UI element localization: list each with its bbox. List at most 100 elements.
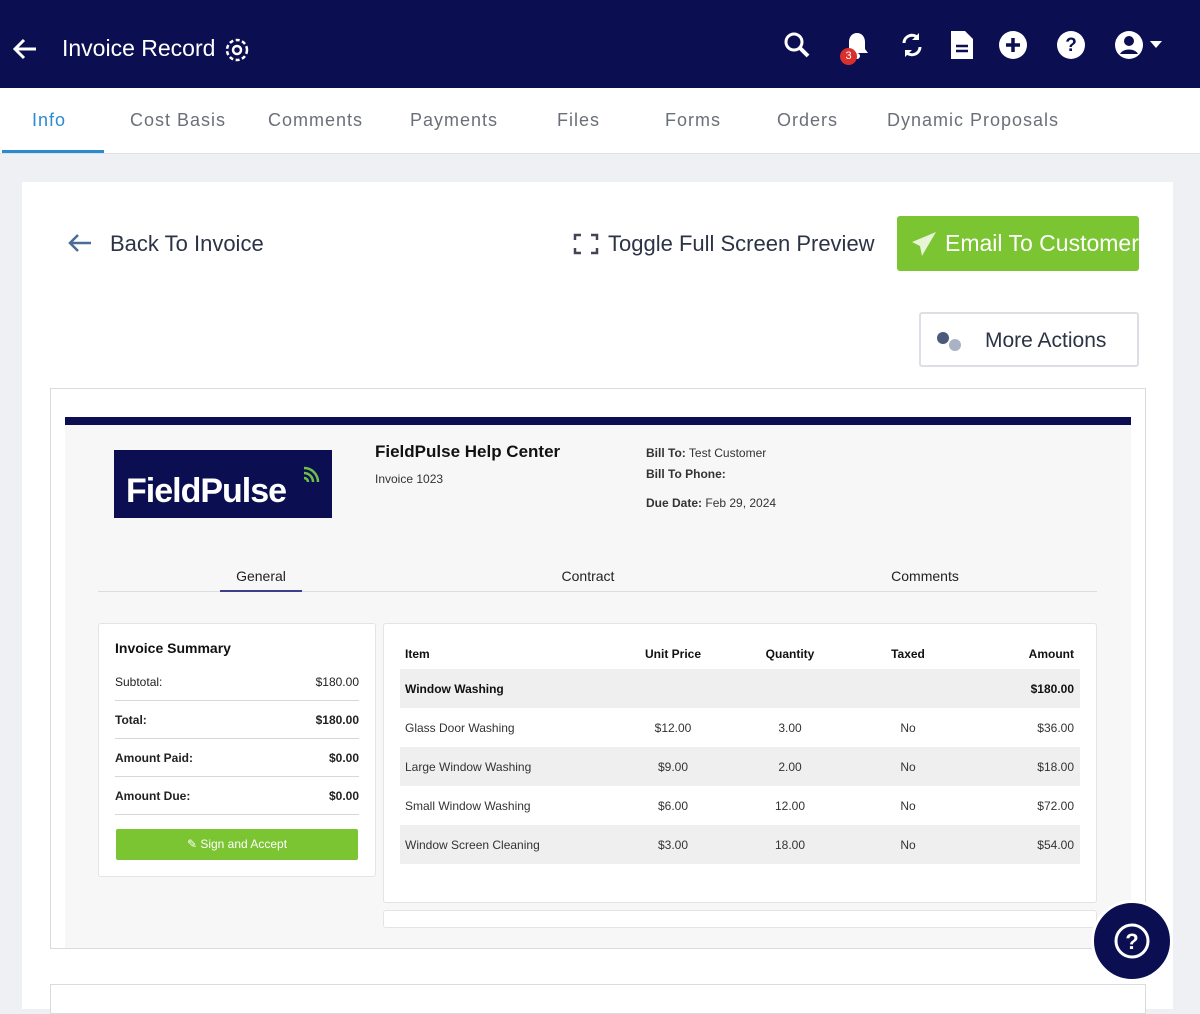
- group-amount: $180.00: [1030, 682, 1074, 696]
- user-menu[interactable]: [1114, 30, 1166, 60]
- search-icon[interactable]: [783, 31, 811, 59]
- tab[interactable]: Forms: [665, 110, 721, 130]
- table-cell: No: [900, 799, 916, 813]
- summary-divider: [115, 776, 359, 777]
- table-cell: $12.00: [654, 721, 692, 735]
- table-cell: 12.00: [774, 799, 806, 813]
- tab[interactable]: Orders: [777, 110, 839, 130]
- add-icon[interactable]: [998, 30, 1028, 60]
- table-row: [400, 786, 1080, 825]
- tab[interactable]: Comments: [268, 110, 364, 130]
- tab-bar: [0, 88, 1200, 154]
- bill-to: Test Customer: [688, 446, 767, 460]
- summary-title: Invoice Summary: [115, 640, 231, 656]
- table-cell: $6.00: [657, 799, 689, 813]
- footer-card: [383, 910, 1097, 928]
- more-actions-button[interactable]: More Actions: [919, 312, 1139, 367]
- summary-label: Subtotal:: [115, 675, 163, 689]
- column-header: Taxed: [891, 647, 925, 661]
- summary-divider: [115, 700, 359, 701]
- fullscreen-icon[interactable]: [573, 233, 599, 255]
- help-fab[interactable]: ?: [1091, 900, 1173, 982]
- back-arrow[interactable]: [12, 36, 38, 62]
- due-date: Feb 29, 2024: [705, 496, 777, 510]
- gears-icon: [937, 332, 961, 351]
- column-header: Item: [405, 647, 430, 661]
- table-cell: 18.00: [774, 838, 806, 852]
- summary-value: $0.00: [328, 789, 359, 803]
- table-cell: No: [900, 760, 916, 774]
- toggle-fullscreen[interactable]: Toggle Full Screen Preview: [608, 231, 875, 256]
- group-name: Window Washing: [405, 682, 504, 696]
- table-row: [400, 825, 1080, 864]
- table-cell: $72.00: [1037, 799, 1074, 813]
- column-header: Unit Price: [644, 647, 701, 661]
- document-icon[interactable]: [949, 29, 975, 61]
- settings-icon[interactable]: [223, 36, 251, 64]
- table-cell: $36.00: [1037, 721, 1074, 735]
- tab[interactable]: Cost Basis: [130, 110, 227, 130]
- items-card: Item Unit Price Quantity Taxed Amount Window …: [383, 623, 1097, 903]
- sync-icon[interactable]: [898, 30, 926, 60]
- table-cell: Small Window Washing: [405, 799, 531, 813]
- table-cell: $9.00: [657, 760, 689, 774]
- table-cell: $54.00: [1037, 838, 1074, 852]
- next-section: [50, 984, 1146, 1014]
- svg-text:?: ?: [1065, 35, 1077, 56]
- email-button[interactable]: Email To Customer: [897, 216, 1139, 271]
- subtab[interactable]: Contract: [561, 568, 615, 584]
- back-to-invoice[interactable]: Back To Invoice: [110, 231, 264, 256]
- summary-divider: [115, 738, 359, 739]
- summary-label: Amount Paid:: [115, 751, 193, 765]
- group-row: [400, 669, 1080, 708]
- logo-text: FieldPulse: [126, 472, 287, 510]
- logo-signal: [303, 466, 320, 483]
- subtab-indicator: [220, 590, 302, 592]
- tab[interactable]: Dynamic Proposals: [887, 110, 1060, 130]
- summary-card: Invoice Summary ✎ Sign and Accept Subtot…: [98, 623, 376, 877]
- column-header: Amount: [1028, 647, 1074, 661]
- more-actions-label: More Actions: [985, 329, 1107, 352]
- summary-value: $0.00: [328, 751, 359, 765]
- subtab[interactable]: General: [236, 568, 286, 584]
- table-row: [400, 747, 1080, 786]
- help-icon[interactable]: ?: [1056, 30, 1086, 60]
- svg-text:?: ?: [1125, 929, 1138, 954]
- back-icon[interactable]: [67, 232, 93, 254]
- active-tab-indicator: [2, 150, 104, 153]
- tab[interactable]: Payments: [410, 110, 499, 130]
- table-cell: $3.00: [657, 838, 689, 852]
- tab[interactable]: Info: [32, 110, 67, 130]
- page-title: Invoice Record: [62, 35, 216, 61]
- sign-button-label: Sign and Accept: [200, 837, 288, 851]
- table-cell: Glass Door Washing: [405, 721, 515, 735]
- table-cell: 3.00: [778, 721, 802, 735]
- bill-to-label: Bill To:: [646, 446, 686, 460]
- table-cell: Large Window Washing: [405, 760, 532, 774]
- logo: FieldPulse: [114, 450, 332, 518]
- table-cell: No: [900, 721, 916, 735]
- send-icon: [912, 232, 936, 256]
- company-name: FieldPulse Help Center: [375, 442, 561, 461]
- bill-to-phone-label: Bill To Phone:: [646, 467, 726, 481]
- table-cell: $18.00: [1037, 760, 1074, 774]
- tab[interactable]: Files: [557, 110, 601, 130]
- invoice-number: Invoice 1023: [375, 472, 444, 486]
- summary-label: Total:: [115, 713, 147, 727]
- notification-badge: 3: [840, 48, 857, 65]
- table-row: [400, 708, 1080, 747]
- column-header: Quantity: [765, 647, 815, 661]
- help-fab-icon: ?: [1114, 923, 1150, 959]
- table-cell: Window Screen Cleaning: [405, 838, 540, 852]
- summary-value: $180.00: [315, 713, 359, 727]
- sign-button[interactable]: ✎ Sign and Accept: [116, 829, 358, 860]
- table-cell: No: [900, 838, 916, 852]
- due-date-label: Due Date:: [646, 496, 703, 510]
- email-button-label: Email To Customer: [945, 230, 1139, 256]
- summary-divider: [115, 814, 359, 815]
- subtab[interactable]: Comments: [891, 568, 959, 584]
- table-cell: 2.00: [778, 760, 802, 774]
- subtab-divider: [98, 591, 1097, 592]
- summary-value: $180.00: [315, 675, 359, 689]
